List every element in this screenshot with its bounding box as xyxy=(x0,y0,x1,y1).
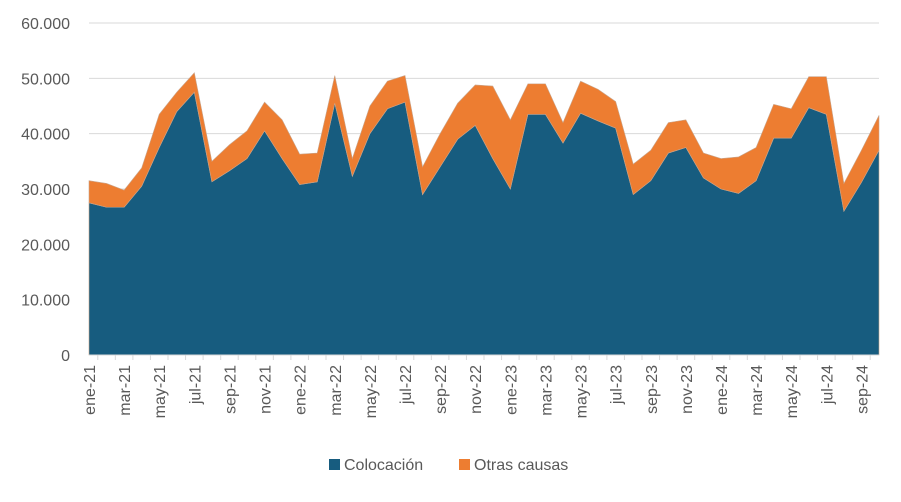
y-tick-label: 40.000 xyxy=(21,127,70,144)
y-tick-label: 60.000 xyxy=(21,16,70,33)
x-axis: ene-21 mar-21 may-21 jul-21 sep-21 nov-21 ene-… xyxy=(82,354,879,418)
x-tick-label: mar-24 xyxy=(749,365,766,416)
x-tick-label: may-23 xyxy=(574,365,591,418)
x-tick-label: may-21 xyxy=(152,365,169,418)
x-tick-label: sep-24 xyxy=(854,365,871,414)
x-tick-label: mar-21 xyxy=(117,365,134,416)
legend-label-otras-causas: Otras causas xyxy=(474,457,568,474)
area-otras-causas xyxy=(88,72,880,212)
legend-label-colocacion: Colocación xyxy=(344,457,423,474)
legend-swatch-colocacion xyxy=(329,459,340,470)
x-tick-label: may-24 xyxy=(784,365,801,418)
x-tick-label: jul-23 xyxy=(609,365,626,405)
y-tick-label: 0 xyxy=(61,348,70,365)
x-tick-label: nov-23 xyxy=(679,365,696,414)
x-tick-label: ene-24 xyxy=(714,365,731,415)
x-tick-label: jul-24 xyxy=(819,365,836,405)
x-tick-label: nov-22 xyxy=(468,365,485,414)
x-tick-label: ene-22 xyxy=(293,365,310,415)
x-tick-label: mar-22 xyxy=(328,365,345,416)
x-tick-label: mar-23 xyxy=(538,365,555,416)
x-tick-label: ene-21 xyxy=(82,365,99,415)
y-axis: 0 10.000 20.000 30.000 40.000 50.000 60.000 xyxy=(21,16,70,365)
x-tick-label: ene-23 xyxy=(503,365,520,415)
x-tick-label: nov-21 xyxy=(258,365,275,414)
x-tick-label: sep-23 xyxy=(644,365,661,414)
areas xyxy=(88,72,880,356)
y-tick-label: 30.000 xyxy=(21,182,70,199)
y-tick-label: 50.000 xyxy=(21,71,70,88)
x-tick-label: jul-21 xyxy=(187,365,204,405)
y-tick-label: 20.000 xyxy=(21,237,70,254)
x-tick-label: may-22 xyxy=(363,365,380,418)
x-tick-label: sep-22 xyxy=(433,365,450,414)
y-tick-label: 10.000 xyxy=(21,293,70,310)
x-tick-label: jul-22 xyxy=(398,365,415,405)
legend: Colocación Otras causas xyxy=(329,457,568,474)
legend-swatch-otras-causas xyxy=(459,459,470,470)
x-tick-label: sep-21 xyxy=(222,365,239,414)
